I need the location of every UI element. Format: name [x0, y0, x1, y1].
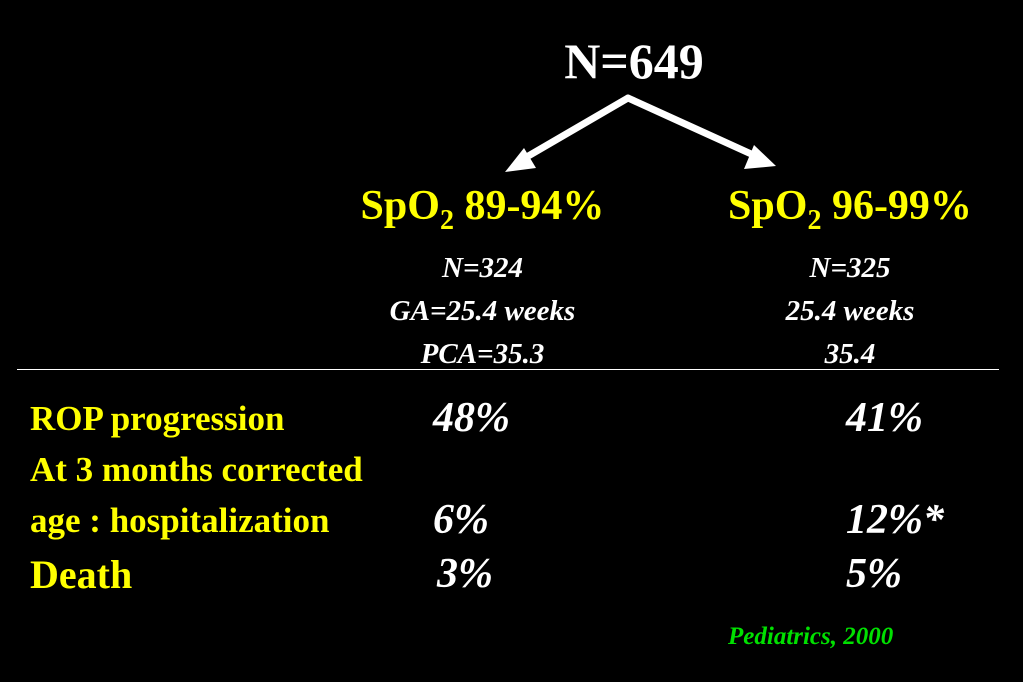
row-label-death: Death [30, 552, 133, 597]
row-value-rop-low: 48% [433, 395, 510, 441]
left-arrow-shaft [514, 94, 632, 166]
group-low-title: SpO2 89-94% [360, 183, 605, 236]
group-low-ga: GA=25.4 weeks [389, 295, 576, 327]
row-value-death-high: 5% [846, 551, 902, 597]
row-label-hospitalization: age : hospitalization [30, 501, 330, 540]
row-label-corrected-age: At 3 months corrected [30, 450, 363, 489]
group-low-saturation: SpO2 89-94% N=324 GA=25.4 weeks PCA=35.3 [330, 180, 635, 376]
group-high-ga: 25.4 weeks [785, 295, 915, 327]
divider-line [17, 369, 999, 370]
row-value-death-low: 3% [437, 551, 493, 597]
right-arrow-head [744, 145, 776, 169]
group-low-n: N=324 [442, 252, 523, 284]
row-label-rop: ROP progression [30, 399, 285, 438]
row-value-hosp-high: 12%* [846, 497, 944, 543]
group-high-saturation: SpO2 96-99% N=325 25.4 weeks 35.4 [700, 180, 1000, 376]
group-high-n: N=325 [809, 252, 891, 284]
group-high-title: SpO2 96-99% [728, 183, 972, 236]
total-count: N=649 [564, 33, 704, 89]
row-value-rop-high: 41% [846, 395, 923, 441]
group-high-pca: 35.4 [824, 338, 876, 370]
group-low-pca: PCA=35.3 [420, 338, 545, 370]
left-arrow-head [505, 148, 536, 172]
row-value-hosp-low: 6% [433, 497, 489, 543]
right-arrow-shaft [624, 94, 764, 162]
citation: Pediatrics, 2000 [728, 623, 894, 650]
